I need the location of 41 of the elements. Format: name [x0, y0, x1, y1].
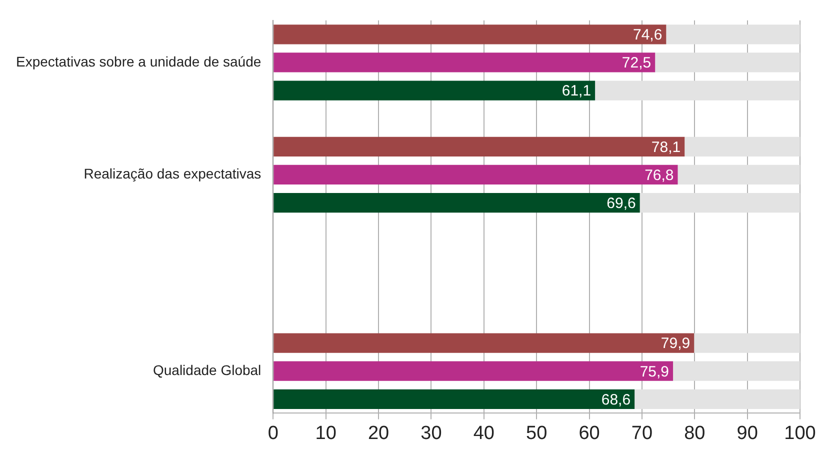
y-tick-label: Qualidade Global: [152, 362, 262, 378]
bar: [684, 136, 800, 156]
bar: [274, 192, 640, 213]
data-label: 61,1: [562, 82, 592, 100]
x-tick-label: 80: [684, 422, 706, 444]
bar: [274, 136, 685, 156]
bar: [274, 80, 596, 100]
x-tick-label: 100: [784, 422, 816, 444]
data-label: 74,6: [632, 26, 662, 44]
bar: [595, 80, 800, 100]
data-label: 72,5: [622, 54, 652, 72]
x-tick-label: 40: [473, 422, 494, 444]
bar: [274, 361, 674, 381]
y-tick-label: Expectativas sobre a unidade de saúde: [16, 53, 262, 70]
x-tick-label: 90: [736, 422, 758, 444]
bar: [678, 164, 800, 185]
bar: [274, 24, 666, 44]
x-tick-label: 30: [420, 422, 442, 444]
x-tick-label: 60: [578, 422, 600, 444]
bar: [666, 24, 800, 44]
bar: [274, 389, 635, 409]
bar: [634, 389, 800, 409]
data-label: 75,9: [640, 363, 670, 380]
bar: [274, 333, 694, 353]
bar: [640, 192, 800, 213]
bar: [694, 333, 800, 353]
y-tick-label: Realização das expectativas: [84, 166, 262, 182]
bar: [655, 52, 800, 72]
data-label: 68,6: [601, 391, 631, 408]
bar: [274, 52, 656, 72]
bar: [673, 361, 800, 381]
data-label: 79,9: [660, 335, 690, 352]
x-tick-label: 50: [526, 422, 548, 444]
x-tick-label: 0: [268, 422, 278, 444]
data-label: 69,6: [606, 194, 636, 212]
bar: [274, 164, 678, 185]
x-tick-label: 20: [368, 422, 390, 444]
data-label: 76,8: [644, 166, 674, 184]
x-tick-label: 70: [631, 422, 653, 444]
x-tick-label: 10: [315, 422, 336, 444]
data-label: 78,1: [651, 138, 681, 156]
